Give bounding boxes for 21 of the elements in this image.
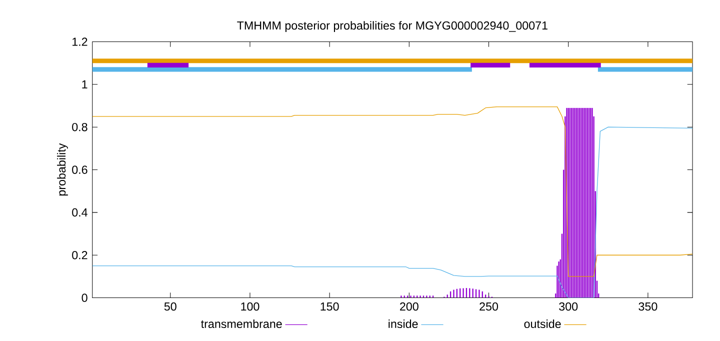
y-tick-label: 0.8 — [72, 122, 88, 131]
y-tick-label: 1 — [82, 80, 88, 88]
x-tick-label: 300 — [559, 302, 578, 310]
chart-title: TMHMM posterior probabilities for MGYG000002940_00071 — [237, 20, 548, 32]
legend-label: transmembrane — [201, 319, 282, 328]
line-series — [92, 126, 693, 298]
y-tick-label: 0.2 — [72, 250, 88, 260]
y-tick-label: 0 — [82, 293, 88, 302]
y-axis-title: probability — [57, 143, 68, 196]
y-tick-label: 1.2 — [72, 37, 88, 46]
legend-label: inside — [388, 319, 418, 328]
x-tick-label: 250 — [480, 302, 498, 310]
line-series — [92, 106, 693, 277]
x-tick-label: 50 — [164, 302, 176, 310]
x-tick-label: 350 — [638, 302, 658, 310]
y-tick-label: 0.6 — [72, 165, 88, 174]
legend-label: outside — [524, 319, 561, 328]
y-tick-label: 0.4 — [72, 208, 88, 216]
x-tick-label: 100 — [241, 302, 260, 310]
x-tick-label: 150 — [320, 302, 339, 310]
x-tick-label: 200 — [400, 302, 418, 310]
